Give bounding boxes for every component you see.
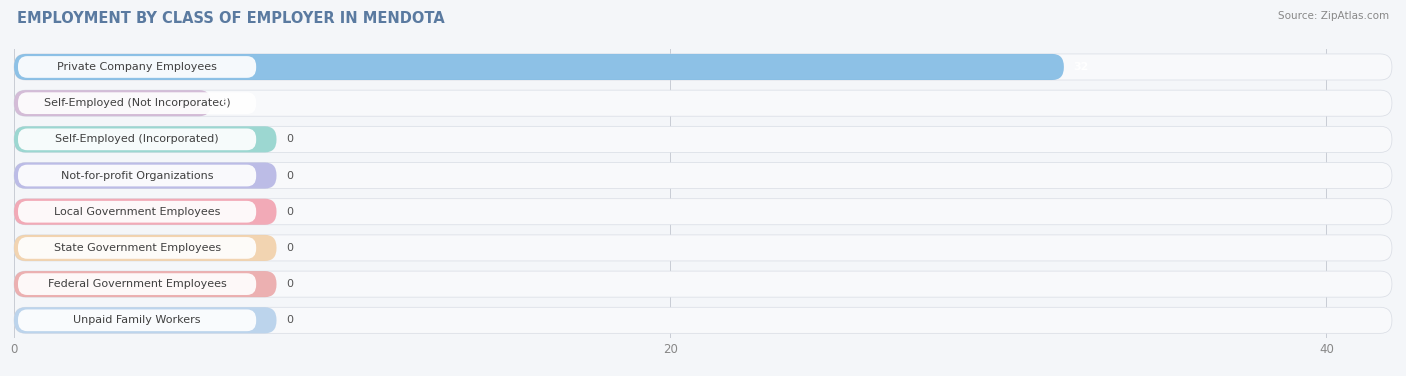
Text: Unpaid Family Workers: Unpaid Family Workers: [73, 315, 201, 325]
FancyBboxPatch shape: [14, 307, 1392, 334]
Text: 0: 0: [287, 207, 294, 217]
FancyBboxPatch shape: [14, 199, 1392, 225]
Text: 0: 0: [287, 171, 294, 180]
Text: 0: 0: [287, 134, 294, 144]
FancyBboxPatch shape: [18, 273, 256, 295]
FancyBboxPatch shape: [14, 54, 1064, 80]
Text: Self-Employed (Incorporated): Self-Employed (Incorporated): [55, 134, 219, 144]
FancyBboxPatch shape: [18, 309, 256, 331]
FancyBboxPatch shape: [14, 235, 1392, 261]
Text: Federal Government Employees: Federal Government Employees: [48, 279, 226, 289]
FancyBboxPatch shape: [14, 90, 211, 116]
FancyBboxPatch shape: [14, 271, 1392, 297]
Text: Source: ZipAtlas.com: Source: ZipAtlas.com: [1278, 11, 1389, 21]
Text: 0: 0: [287, 243, 294, 253]
Text: 6: 6: [221, 98, 229, 108]
FancyBboxPatch shape: [18, 237, 256, 259]
FancyBboxPatch shape: [14, 199, 277, 225]
Text: Not-for-profit Organizations: Not-for-profit Organizations: [60, 171, 214, 180]
FancyBboxPatch shape: [14, 271, 277, 297]
Text: Local Government Employees: Local Government Employees: [53, 207, 221, 217]
FancyBboxPatch shape: [18, 56, 256, 78]
Text: 32: 32: [1074, 62, 1090, 72]
Text: 0: 0: [287, 315, 294, 325]
FancyBboxPatch shape: [18, 201, 256, 223]
FancyBboxPatch shape: [18, 165, 256, 186]
FancyBboxPatch shape: [14, 90, 1392, 116]
FancyBboxPatch shape: [14, 54, 1392, 80]
FancyBboxPatch shape: [14, 126, 277, 152]
Text: EMPLOYMENT BY CLASS OF EMPLOYER IN MENDOTA: EMPLOYMENT BY CLASS OF EMPLOYER IN MENDO…: [17, 11, 444, 26]
FancyBboxPatch shape: [14, 307, 277, 334]
FancyBboxPatch shape: [18, 92, 256, 114]
Text: State Government Employees: State Government Employees: [53, 243, 221, 253]
FancyBboxPatch shape: [18, 129, 256, 150]
FancyBboxPatch shape: [14, 162, 1392, 189]
FancyBboxPatch shape: [14, 126, 1392, 152]
FancyBboxPatch shape: [14, 162, 277, 189]
Text: Private Company Employees: Private Company Employees: [58, 62, 217, 72]
Text: Self-Employed (Not Incorporated): Self-Employed (Not Incorporated): [44, 98, 231, 108]
Text: 0: 0: [287, 279, 294, 289]
FancyBboxPatch shape: [14, 235, 277, 261]
